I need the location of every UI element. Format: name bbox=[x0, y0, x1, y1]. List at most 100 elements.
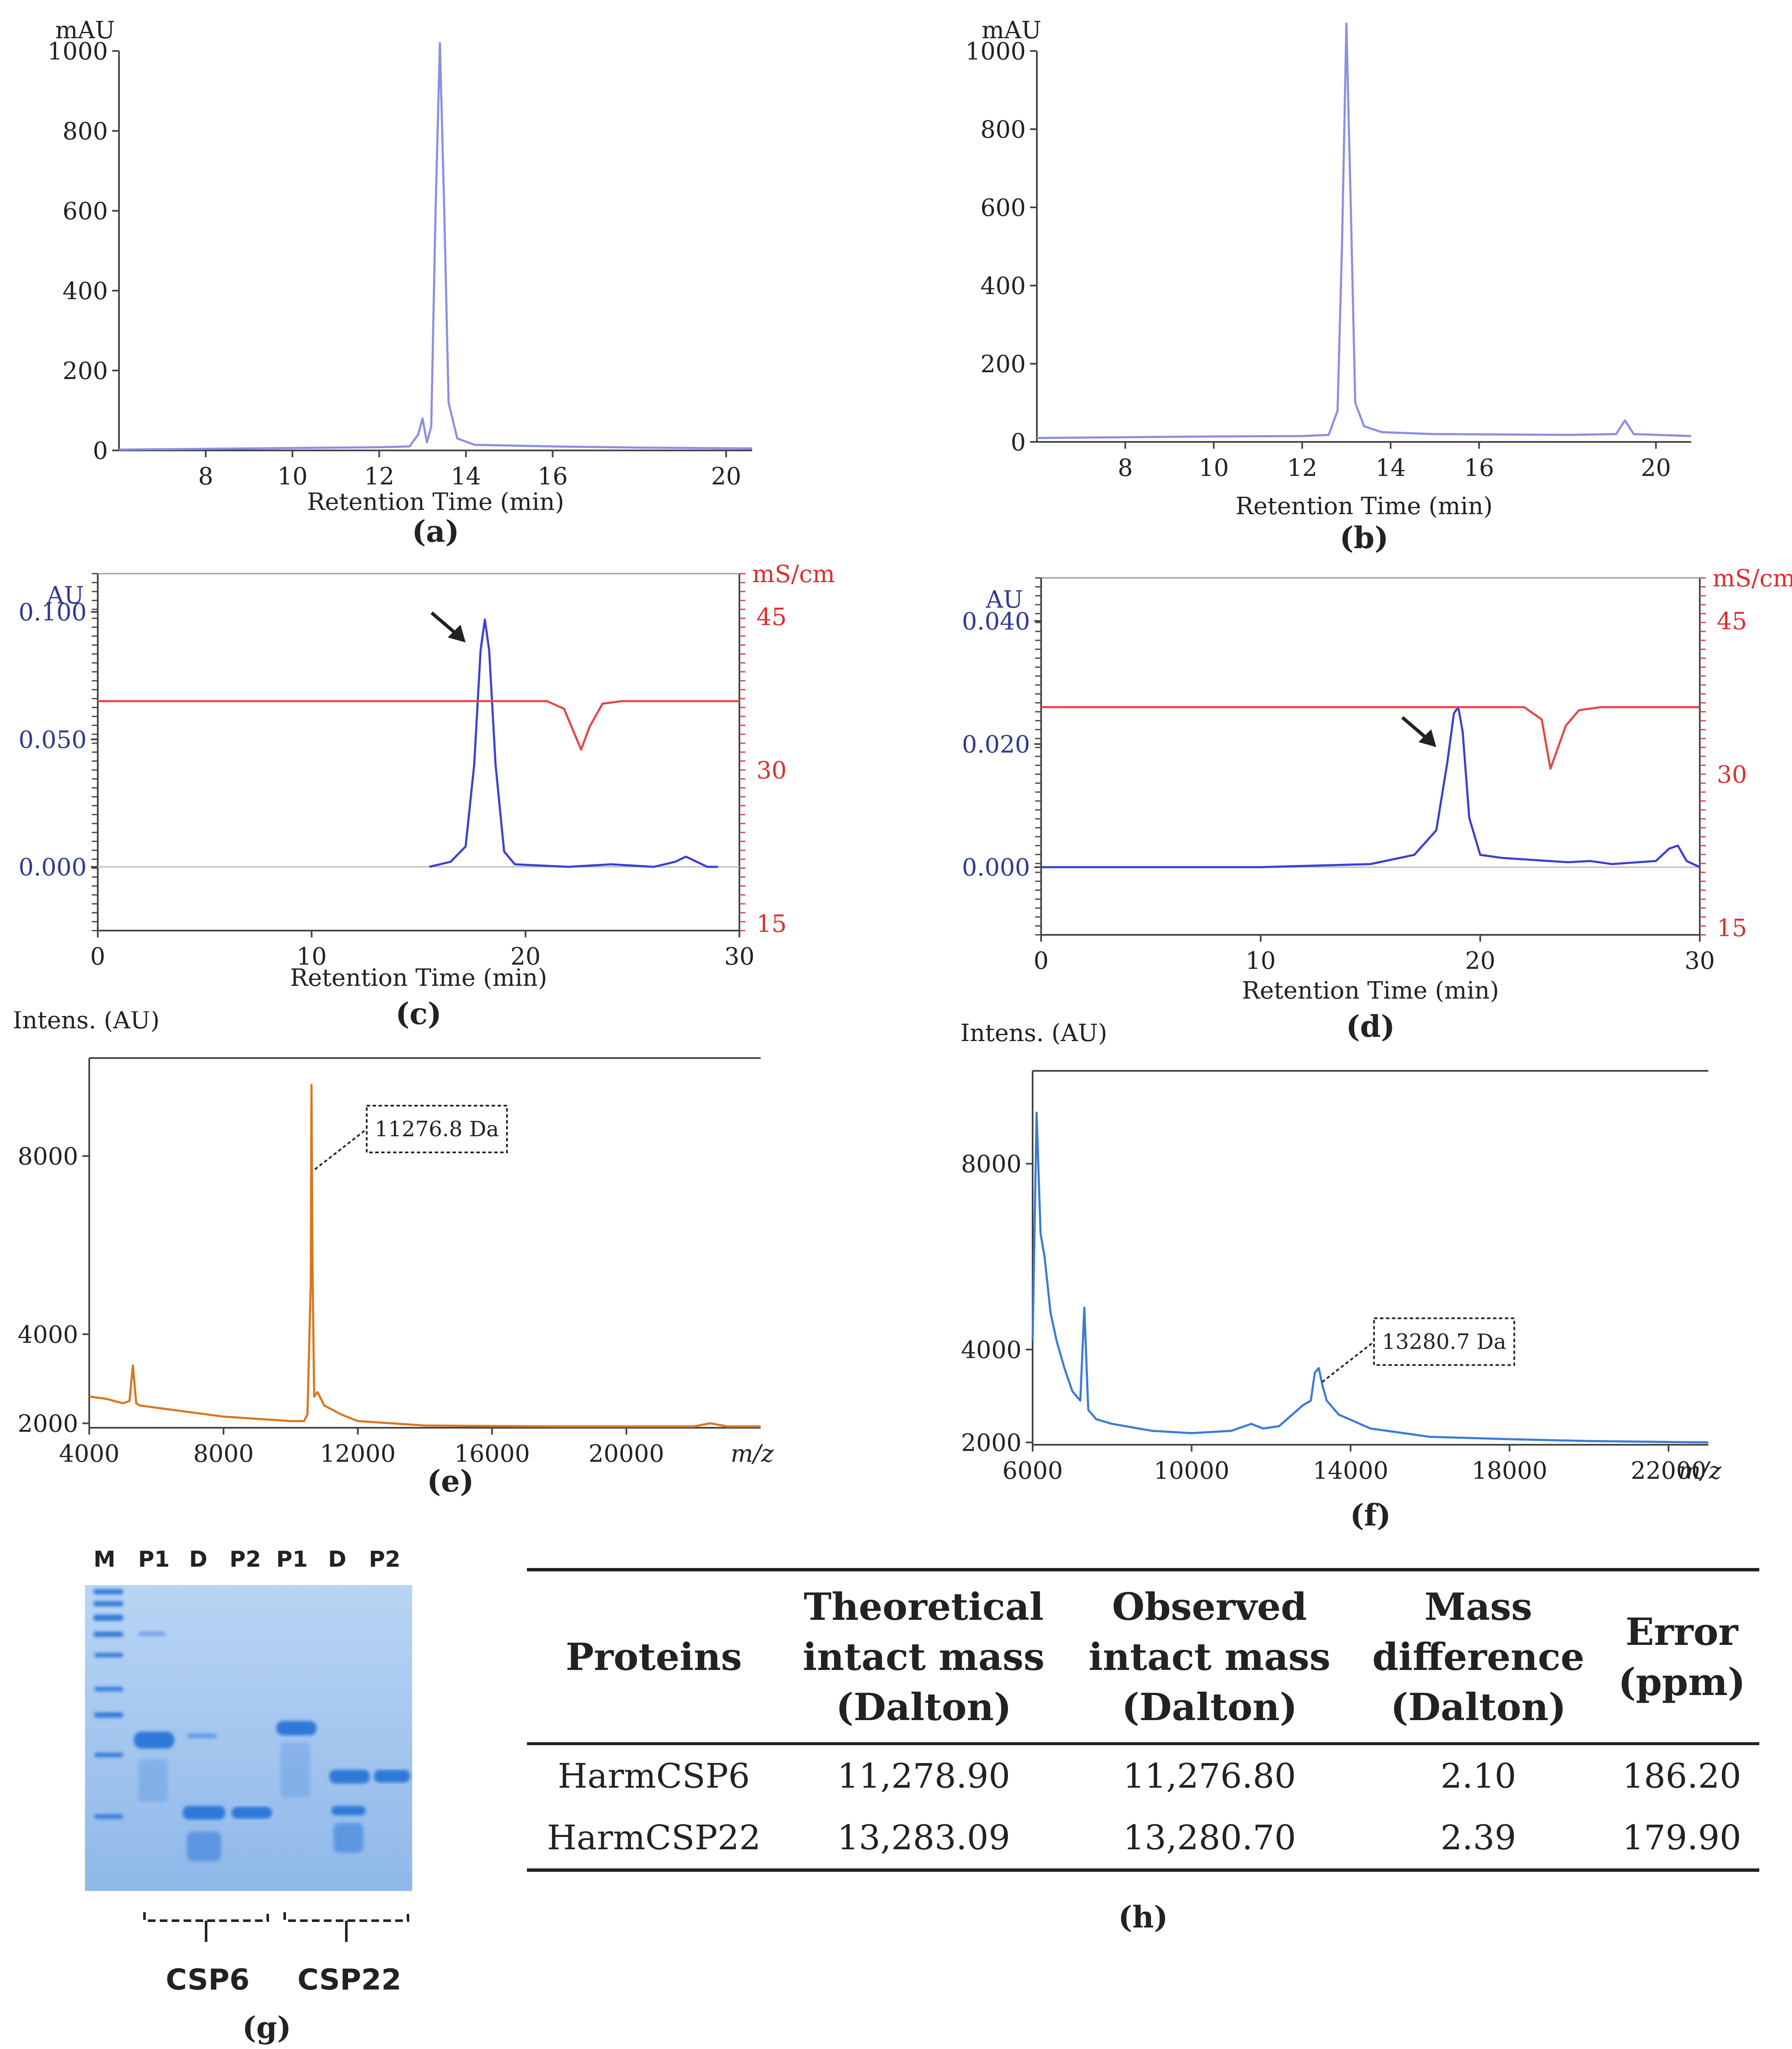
header-line: Observed bbox=[1112, 1585, 1307, 1629]
y-axis-title: AU bbox=[985, 586, 1023, 614]
x-tick-label: 10 bbox=[277, 463, 308, 490]
x-axis-title: m/z bbox=[730, 1440, 774, 1468]
y-tick-label: 0.050 bbox=[19, 726, 87, 754]
table-cell: 2.39 bbox=[1352, 1807, 1605, 1872]
table-row: HarmCSP22 13,283.09 13,280.70 2.39 179.9… bbox=[527, 1807, 1759, 1872]
y-tick-label: 4000 bbox=[17, 1321, 78, 1349]
table-row: HarmCSP6 11,278.90 11,276.80 2.10 186.20 bbox=[527, 1744, 1759, 1807]
chart-f: 2000 4000 8000 6000 10000 14000 18000 22000 Inte… bbox=[960, 1020, 1721, 1533]
x-tick-label: 18000 bbox=[1472, 1457, 1547, 1485]
x-tick-label: 10000 bbox=[1154, 1457, 1229, 1485]
y-tick-label: 800 bbox=[62, 118, 108, 145]
lane-label-p1-csp6: P1 bbox=[138, 1547, 170, 1572]
y-right-tick-label: 45 bbox=[756, 603, 787, 631]
y-right-tick-label: 15 bbox=[1717, 914, 1747, 942]
y-tick-label: 0.040 bbox=[962, 608, 1030, 635]
caption-a: (a) bbox=[412, 514, 459, 549]
x-tick-label: 6000 bbox=[1002, 1457, 1063, 1485]
lane-label-d-csp6: D bbox=[189, 1547, 208, 1572]
x-tick-label: 14 bbox=[451, 463, 481, 490]
header-line: (Dalton) bbox=[1121, 1685, 1297, 1729]
caption-d: (d) bbox=[1346, 1009, 1395, 1044]
y-right-tick-label: 30 bbox=[756, 757, 787, 784]
x-tick-label: 16 bbox=[538, 463, 568, 490]
y-axis-title: Intens. (AU) bbox=[960, 1020, 1107, 1047]
y-right-axis-title: mS/cm bbox=[1713, 565, 1792, 592]
header-line: (Dalton) bbox=[1390, 1685, 1566, 1729]
y-tick-label: 0 bbox=[1011, 429, 1026, 456]
series-line-uv bbox=[1041, 706, 1701, 869]
header-line: intact mass bbox=[803, 1635, 1045, 1679]
mass-table-panel: Proteins Theoretical intact mass (Dalton) … bbox=[527, 1568, 1759, 1872]
lane-label-p2-csp22: P2 bbox=[369, 1547, 401, 1572]
header-line: intact mass bbox=[1088, 1635, 1331, 1679]
header-line: (Dalton) bbox=[835, 1685, 1012, 1729]
y-tick-label: 600 bbox=[980, 194, 1026, 222]
x-tick-label: 20 bbox=[711, 463, 741, 490]
caption-f: (f) bbox=[1350, 1497, 1391, 1533]
y-tick-label: 200 bbox=[62, 357, 108, 385]
y-axis-title: mAU bbox=[982, 17, 1042, 44]
series-line-hplc bbox=[119, 42, 753, 451]
series-line-conductivity bbox=[98, 700, 739, 751]
header-line: Proteins bbox=[566, 1635, 742, 1679]
arrow-head bbox=[1418, 729, 1436, 747]
table-cell: HarmCSP6 bbox=[558, 1756, 750, 1796]
y-tick-label: 1000 bbox=[965, 38, 1026, 65]
x-tick-label: 12 bbox=[1287, 454, 1317, 482]
caption-h: (h) bbox=[1118, 1899, 1168, 1935]
series-line-conductivity bbox=[1041, 706, 1700, 770]
table-header-row: Proteins Theoretical intact mass (Dalton) … bbox=[527, 1568, 1759, 1745]
lane-label-p2-csp6: P2 bbox=[229, 1547, 261, 1572]
y-right-tick-label: 30 bbox=[1717, 761, 1747, 789]
header-line: Error bbox=[1625, 1610, 1738, 1654]
y-tick-label: 0.020 bbox=[962, 731, 1030, 758]
x-tick-label: 20 bbox=[510, 943, 541, 971]
peak-annotation-box bbox=[365, 1105, 508, 1154]
x-tick-label: 14000 bbox=[1313, 1457, 1388, 1485]
x-tick-label: 12000 bbox=[320, 1440, 396, 1468]
peak-annotation-leader bbox=[1322, 1341, 1375, 1383]
x-tick-label: 30 bbox=[724, 943, 754, 971]
y-tick-label: 8000 bbox=[17, 1143, 78, 1171]
y-tick-label: 400 bbox=[62, 277, 108, 305]
gel-image bbox=[85, 1585, 412, 1942]
y-tick-label: 1000 bbox=[47, 38, 108, 65]
header-line: Theoretical bbox=[804, 1585, 1044, 1629]
x-axis-title: Retention Time (min) bbox=[290, 964, 547, 992]
y-right-axis-title: mS/cm bbox=[752, 560, 835, 588]
y-tick-label: 600 bbox=[62, 198, 108, 225]
x-tick-label: 22000 bbox=[1631, 1457, 1706, 1485]
chart-a: 0 200 400 600 800 1000 8 10 12 14 16 20 mAU Retention… bbox=[47, 17, 753, 549]
peak-annotation-leader bbox=[314, 1128, 368, 1170]
table-cell: 11,276.80 bbox=[1123, 1756, 1296, 1796]
header-error: Error (ppm) bbox=[1604, 1568, 1759, 1745]
x-axis-title: Retention Time (min) bbox=[1242, 977, 1499, 1005]
y-right-tick-label: 45 bbox=[1717, 608, 1747, 635]
x-tick-label: 4000 bbox=[59, 1440, 120, 1468]
series-line-uv bbox=[429, 618, 718, 868]
table-cell: HarmCSP22 bbox=[527, 1807, 781, 1872]
header-observed: Observed intact mass (Dalton) bbox=[1066, 1568, 1353, 1745]
x-tick-label: 16000 bbox=[454, 1440, 530, 1468]
x-tick-label: 20 bbox=[1465, 947, 1495, 975]
caption-e: (e) bbox=[427, 1463, 474, 1499]
header-mass-difference: Mass difference (Dalton) bbox=[1352, 1568, 1605, 1745]
y-axis-title: AU bbox=[46, 582, 84, 609]
caption-b: (b) bbox=[1339, 520, 1388, 555]
x-tick-label: 8 bbox=[198, 463, 213, 490]
y-tick-label: 4000 bbox=[961, 1336, 1022, 1364]
header-proteins: Proteins bbox=[527, 1568, 781, 1745]
series-line-maldi bbox=[89, 1084, 761, 1428]
y-tick-label: 800 bbox=[980, 116, 1026, 144]
x-tick-label: 14 bbox=[1376, 454, 1406, 482]
y-axis-title: mAU bbox=[55, 17, 115, 44]
x-tick-label: 20 bbox=[1641, 454, 1671, 482]
y-tick-label: 2000 bbox=[17, 1410, 78, 1438]
x-axis-title: m/z bbox=[1678, 1457, 1721, 1485]
table-cell: 11,278.90 bbox=[837, 1756, 1011, 1796]
y-tick-label: 0.000 bbox=[19, 854, 87, 881]
x-tick-label: 10 bbox=[297, 943, 327, 971]
group-label-csp6: CSP6 bbox=[166, 1963, 250, 1997]
x-tick-label: 16 bbox=[1464, 454, 1494, 482]
